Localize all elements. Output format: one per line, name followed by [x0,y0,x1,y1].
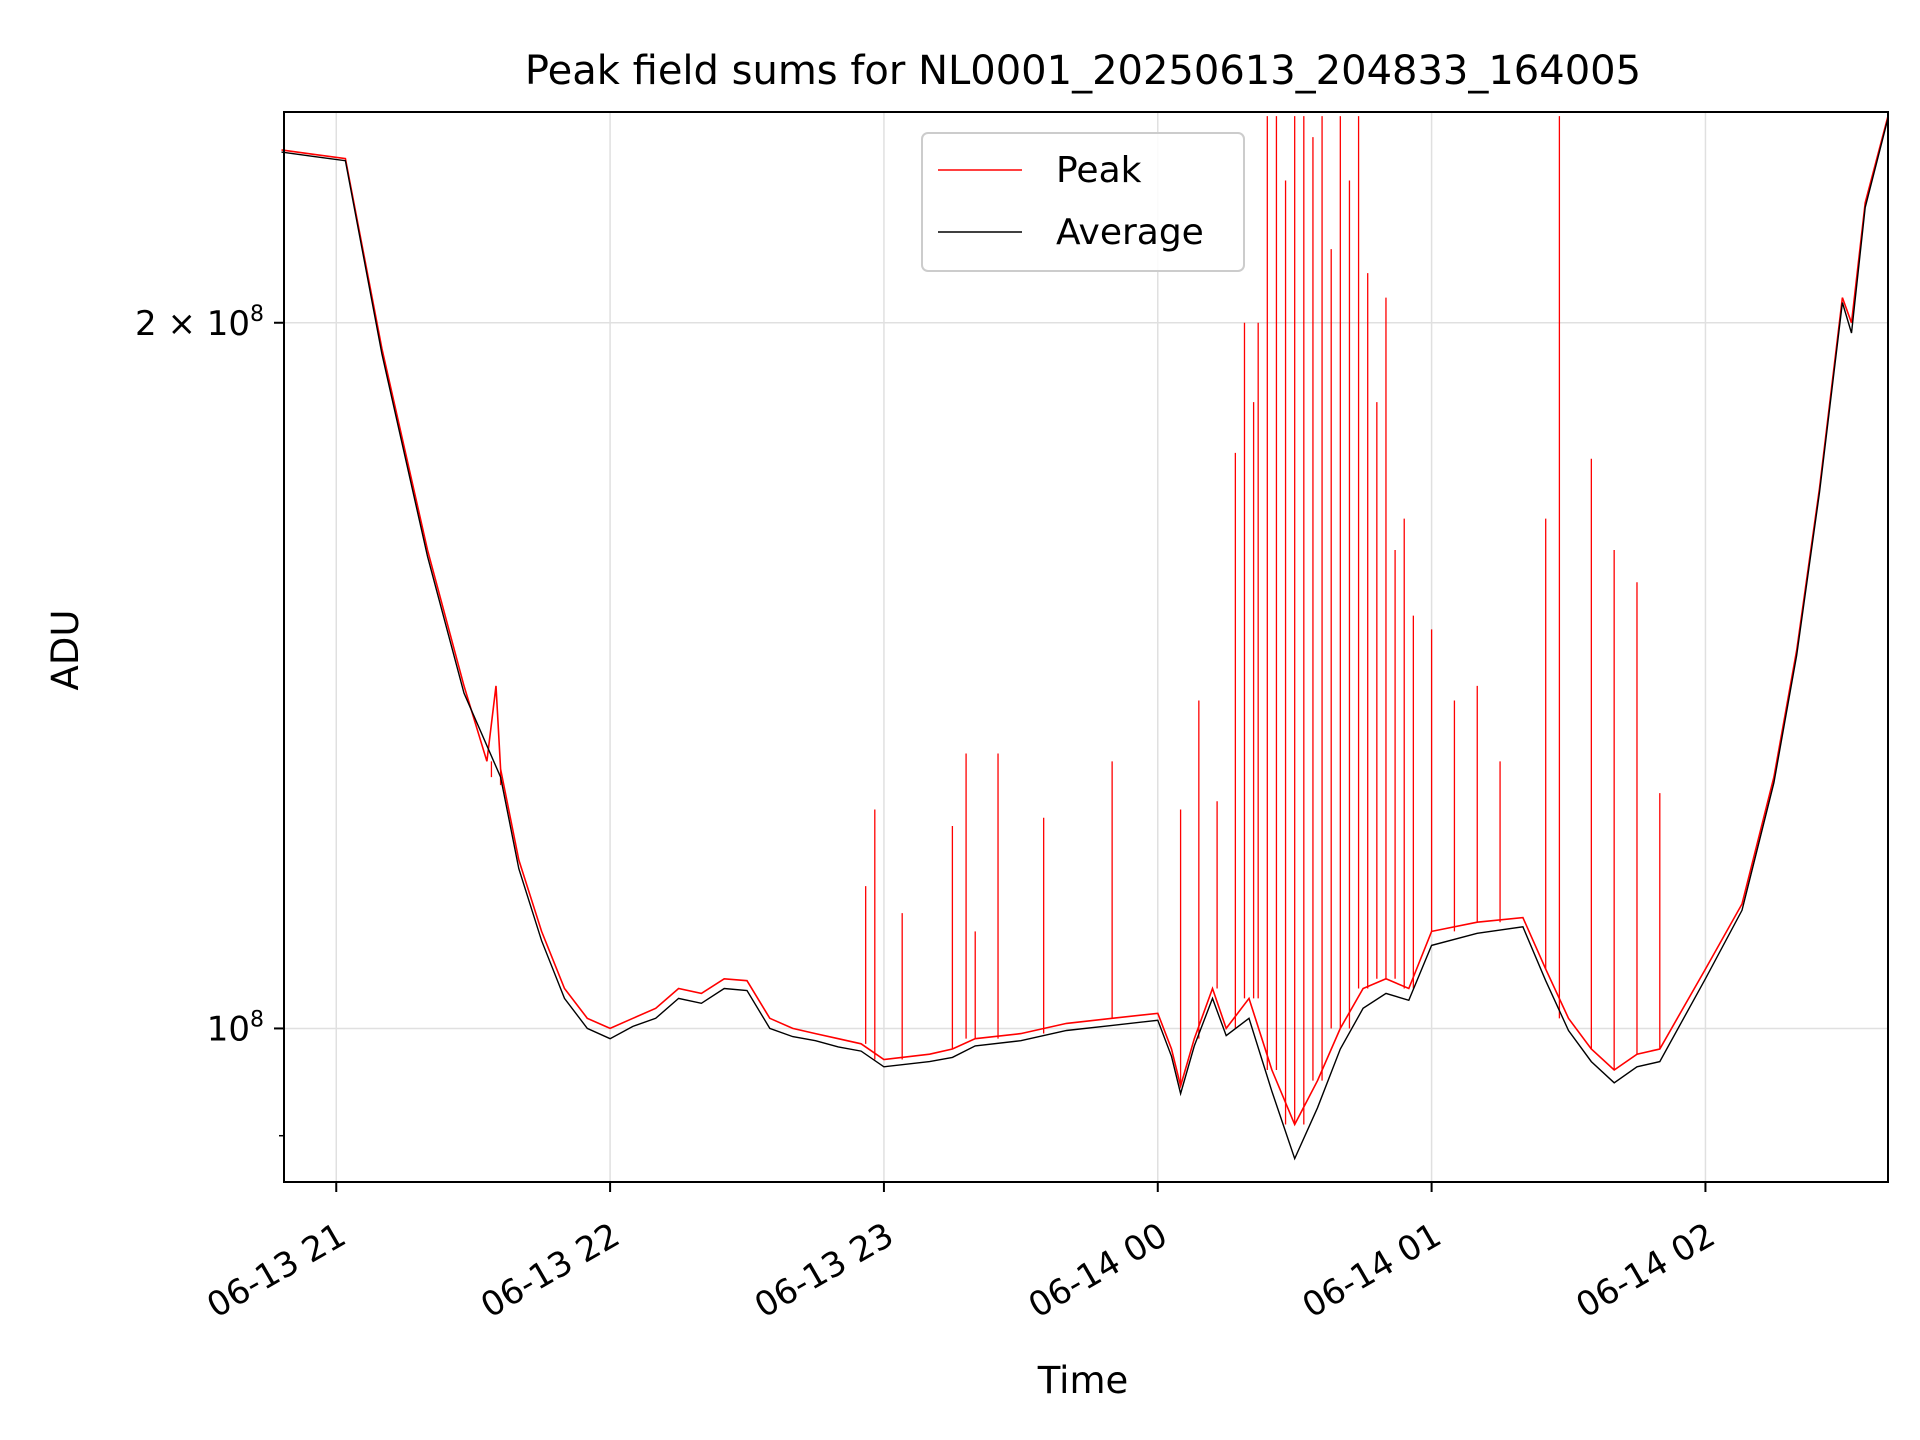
legend: Peak Average [921,132,1245,272]
y-axis-label: ADU [44,610,87,691]
legend-box [921,132,1245,272]
x-axis-label: Time [1037,1359,1129,1402]
x-tick-label: 06-13 22 [474,1215,626,1326]
tick-layer: 06-13 21 06-13 22 06-13 23 06-14 00 06-14 01… [135,302,1722,1326]
x-tick-label: 06-13 21 [200,1215,352,1326]
x-tick-label: 06-14 01 [1296,1215,1448,1326]
y-tick-label: 2 × 108 [135,302,264,344]
plot-frame [283,111,1889,1183]
x-tick-label: 06-13 23 [748,1215,900,1326]
x-tick-label: 06-14 02 [1570,1215,1722,1326]
series-line-average [281,118,1889,1161]
y-tick-label: 108 [207,1007,264,1049]
legend-label-peak: Peak [1056,150,1142,191]
legend-label-average: Average [1056,212,1204,253]
series-layer [281,115,1889,1161]
chart-title: Peak field sums for NL0001_20250613_2048… [525,48,1641,94]
series-line-peak [281,115,1889,1127]
x-tick-label: 06-14 00 [1022,1215,1174,1326]
